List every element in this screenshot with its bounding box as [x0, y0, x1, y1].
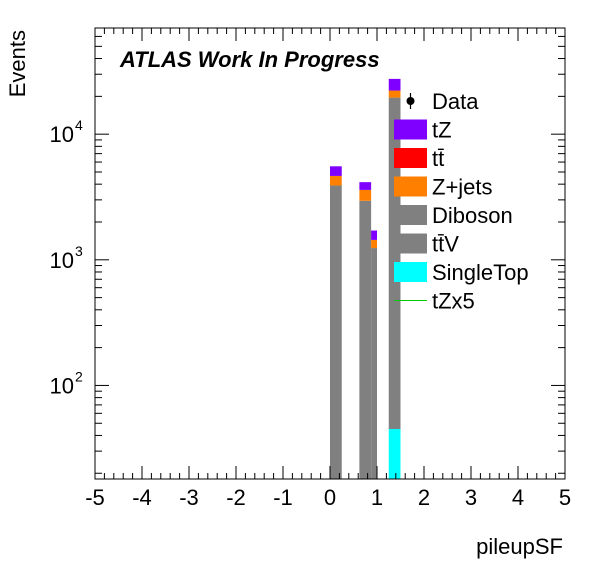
bar-tz-bin-0 — [330, 166, 342, 176]
y-tick-exponent: 4 — [75, 117, 83, 133]
legend-label: Data — [432, 89, 479, 114]
legend-label: tZx5 — [432, 289, 475, 314]
x-tick-label: -4 — [132, 485, 152, 510]
legend-label: Diboson — [432, 203, 513, 228]
legend-swatch — [394, 233, 427, 254]
y-tick-label: 10 — [50, 122, 74, 147]
legend-swatch — [394, 148, 427, 168]
bar-diboson-bin-1 — [359, 200, 372, 479]
legend-swatch — [394, 205, 427, 225]
legend-label: tt̄ — [432, 146, 444, 171]
x-tick-label: -1 — [273, 485, 293, 510]
bar-singletop-bin-3 — [388, 429, 401, 479]
bar-diboson-bin-0 — [330, 185, 342, 479]
x-tick-label: -5 — [85, 485, 105, 510]
x-tick-label: 3 — [465, 485, 477, 510]
bar-z-jets-bin-2 — [371, 239, 377, 249]
y-tick-exponent: 2 — [75, 368, 83, 384]
legend-label: tZ — [432, 118, 452, 143]
legend-label: Z+jets — [432, 175, 493, 200]
legend-swatch — [394, 119, 427, 140]
bar-z-jets-bin-1 — [359, 189, 372, 201]
bar-diboson-bin-2 — [371, 248, 377, 479]
legend-marker — [406, 97, 415, 105]
legend-swatch — [394, 176, 427, 197]
chart-title: ATLAS Work In Progress — [119, 47, 380, 72]
legend: Data tZ tt̄ Z+jets Diboson tt̄V SingleTop tZx5 — [394, 89, 529, 314]
x-tick-label: 5 — [559, 485, 571, 510]
x-axis-label: pileupSF — [476, 534, 563, 559]
bar-tz-bin-3 — [388, 78, 401, 91]
bar-z-jets-bin-0 — [330, 175, 342, 186]
legend-label: SingleTop — [432, 260, 529, 285]
x-tick-label: -3 — [179, 485, 199, 510]
y-tick-exponent: 3 — [75, 243, 83, 259]
y-tick-label: 10 — [50, 373, 74, 398]
x-tick-label: -2 — [226, 485, 246, 510]
x-tick-label: 0 — [324, 485, 336, 510]
bar-tz-bin-2 — [371, 230, 377, 240]
y-axis-label: Events — [5, 30, 30, 97]
x-tick-label: 1 — [371, 485, 383, 510]
stacked-bars — [330, 78, 401, 479]
bar-z-jets-bin-3 — [388, 90, 401, 98]
legend-swatch — [394, 262, 427, 282]
y-tick-label: 10 — [50, 248, 74, 273]
legend-label: tt̄V — [432, 232, 459, 257]
x-tick-label: 2 — [418, 485, 430, 510]
x-tick-label: 4 — [512, 485, 524, 510]
bar-tz-bin-1 — [359, 182, 372, 190]
